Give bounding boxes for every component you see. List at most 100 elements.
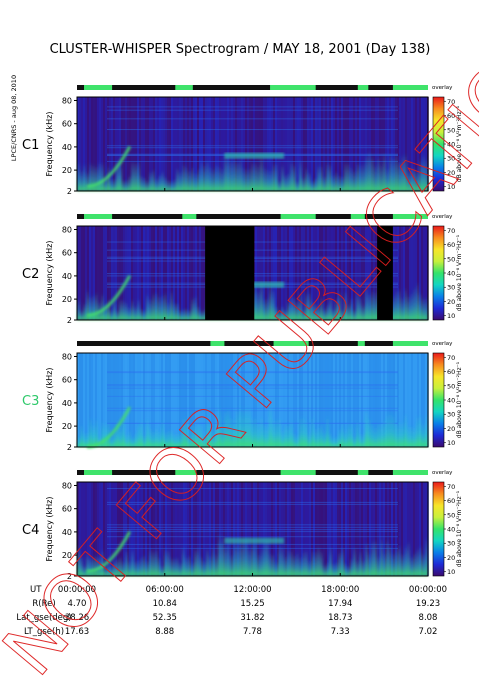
texture-column — [397, 97, 399, 191]
texture-column — [203, 482, 205, 576]
emission-column — [242, 537, 245, 576]
status-segment — [357, 470, 369, 475]
low-frequency-emission — [77, 532, 428, 576]
texture-column — [237, 97, 239, 191]
texture-column — [163, 97, 165, 191]
texture-column — [145, 226, 147, 320]
emission-column — [374, 290, 377, 320]
y-axis: 2 20 40 60 80 — [62, 96, 77, 196]
emission-column — [293, 163, 296, 191]
emission-column — [341, 175, 344, 191]
y-tick-label: 40 — [62, 143, 72, 152]
emission-column — [254, 539, 257, 576]
status-segment — [182, 214, 197, 219]
emission-column — [293, 296, 296, 320]
texture-column — [265, 353, 267, 447]
texture-column — [317, 226, 319, 320]
emission-column — [113, 559, 116, 576]
emission-column — [317, 305, 320, 320]
texture-column — [297, 226, 299, 320]
texture-column — [349, 353, 351, 447]
emission-column — [320, 164, 323, 191]
texture-column — [129, 353, 131, 447]
texture-column — [307, 353, 309, 447]
texture-column — [199, 97, 201, 191]
emission-column — [197, 423, 200, 447]
emission-column — [299, 159, 302, 191]
emission-column — [290, 549, 293, 576]
emission-column — [167, 548, 170, 576]
emission-column — [89, 556, 92, 576]
emission-column — [410, 165, 413, 191]
texture-column — [403, 482, 405, 576]
emission-column — [83, 565, 86, 576]
emission-column — [89, 161, 92, 191]
emission-column — [191, 297, 194, 320]
colorbar-tick-label: 60 — [447, 241, 455, 249]
colorbar-tick-label: 70 — [447, 98, 455, 106]
emission-column — [389, 152, 392, 191]
texture-column — [279, 482, 281, 576]
emission-column — [131, 548, 134, 576]
emission-column — [350, 421, 353, 447]
texture-column — [87, 226, 89, 320]
texture-column — [247, 97, 249, 191]
texture-column — [163, 353, 165, 447]
texture-column — [263, 353, 265, 447]
status-segment — [357, 85, 369, 90]
emission-column — [212, 430, 215, 447]
emission-column — [167, 301, 170, 320]
emission-column — [344, 562, 347, 576]
texture-column — [183, 353, 185, 447]
emission-column — [239, 539, 242, 576]
texture-column — [361, 482, 363, 576]
texture-column — [265, 226, 267, 320]
texture-column — [269, 226, 271, 320]
texture-column — [275, 97, 277, 191]
emission-column — [398, 421, 401, 447]
texture-column — [355, 97, 357, 191]
texture-column — [153, 226, 155, 320]
texture-column — [399, 226, 401, 320]
emission-column — [176, 432, 179, 447]
emission-column — [359, 296, 362, 320]
texture-column — [113, 226, 115, 320]
texture-column — [95, 353, 97, 447]
interference-line — [107, 372, 398, 374]
plasma-frequency-trace — [86, 530, 132, 573]
emission-column — [86, 171, 89, 191]
emission-column — [80, 169, 83, 191]
texture-column — [183, 482, 185, 576]
texture-column — [213, 97, 215, 191]
emission-column — [419, 544, 422, 576]
emission-column — [200, 555, 203, 576]
texture-column — [185, 226, 187, 320]
emission-column — [257, 553, 260, 576]
texture-column — [239, 97, 241, 191]
emission-column — [113, 178, 116, 191]
texture-column — [331, 226, 333, 320]
texture-column — [295, 97, 297, 191]
emission-column — [131, 436, 134, 447]
texture-column — [183, 97, 185, 191]
y-tick-label: 40 — [62, 272, 72, 281]
status-segment — [273, 341, 309, 346]
texture-column — [395, 482, 397, 576]
texture-column — [187, 353, 189, 447]
emission-column — [374, 164, 377, 191]
texture-column — [227, 353, 229, 447]
texture-column — [421, 226, 423, 320]
texture-column — [377, 353, 379, 447]
texture-column — [329, 226, 331, 320]
emission-column — [266, 537, 269, 576]
emission-column — [164, 430, 167, 447]
texture-column — [301, 97, 303, 191]
texture-column — [103, 226, 105, 320]
texture-column — [267, 226, 269, 320]
texture-column — [323, 97, 325, 191]
emission-column — [314, 177, 317, 191]
texture-column — [109, 97, 111, 191]
emission-column — [398, 544, 401, 576]
texture-column — [171, 97, 173, 191]
spectrogram-texture — [77, 97, 429, 191]
